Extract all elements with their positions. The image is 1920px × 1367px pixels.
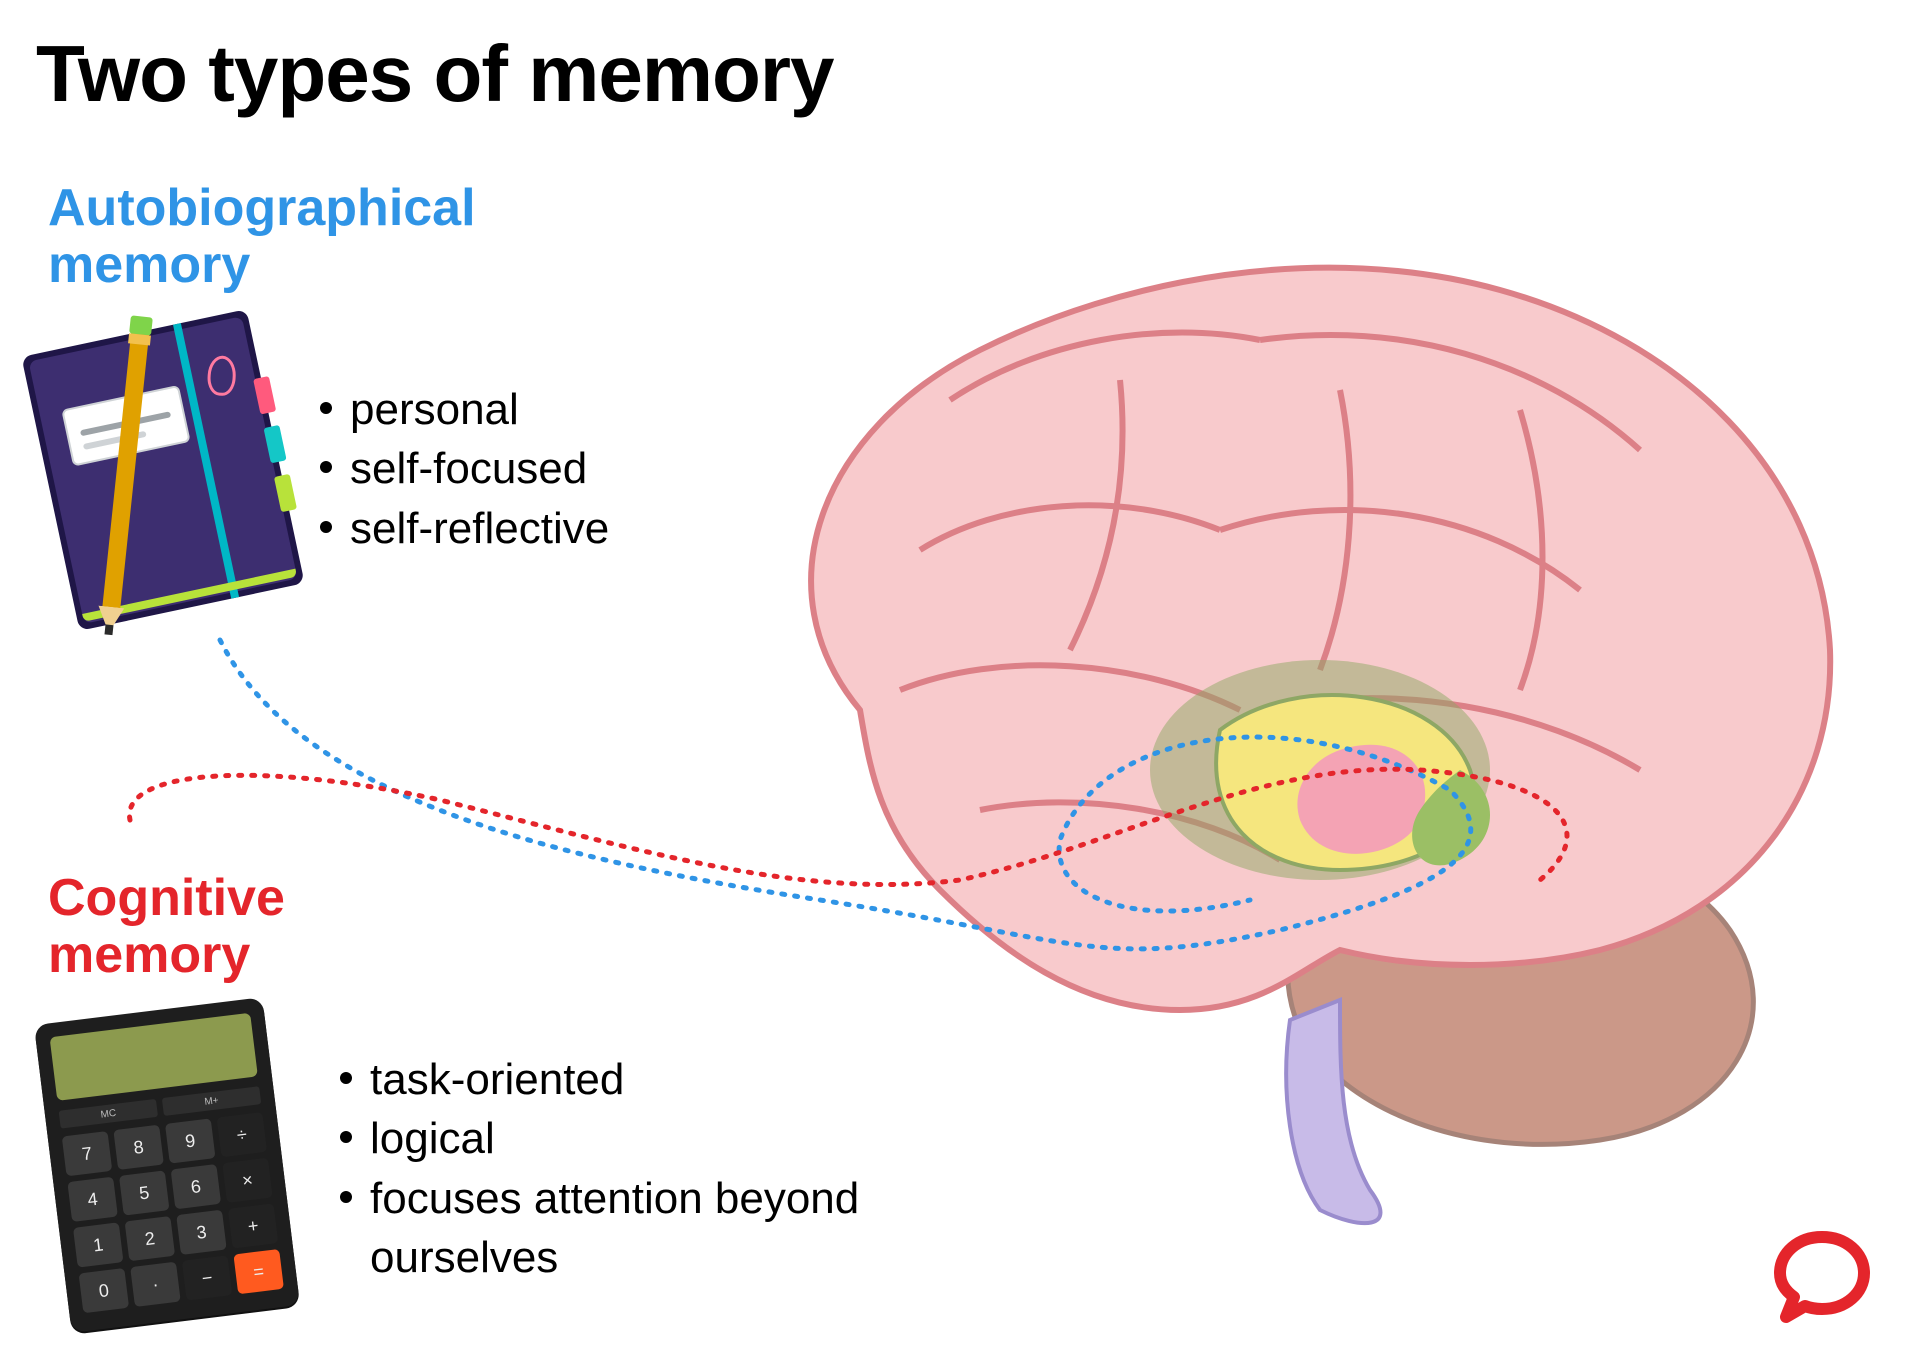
autobiographical-bullets: personal self-focused self-reflective [320,380,609,558]
calculator-screen [50,1013,258,1101]
cognitive-heading-l2: memory [48,926,250,984]
calc-key: 8 [113,1125,164,1170]
calc-key: · [130,1262,181,1307]
calc-mem-0: MC [59,1099,158,1129]
auto-bullet-1: self-focused [350,439,587,498]
calc-key: 6 [171,1164,222,1209]
cog-bullet-1: logical [370,1109,495,1168]
calc-key: = [233,1249,284,1294]
auto-bullet-0: personal [350,380,519,439]
calc-key: 9 [165,1118,216,1163]
calc-key: 5 [119,1170,170,1215]
brand-logo-icon [1772,1225,1872,1325]
cortex-shape [811,268,1830,1010]
calc-key: + [228,1203,279,1248]
auto-bullet-2: self-reflective [350,499,609,558]
cognitive-heading-l1: Cognitive [48,869,285,927]
calc-key: 3 [176,1210,227,1255]
calculator-keys: 789÷ 456× 123+0·−= [62,1112,284,1313]
infographic-canvas: Two types of memory Autobiographical mem… [0,0,1920,1367]
calc-key: − [182,1255,233,1300]
calc-key: 7 [62,1131,113,1176]
calc-key: × [222,1158,273,1203]
cognitive-heading: Cognitive memory [48,870,285,984]
calc-key: 0 [79,1268,130,1313]
calc-key: 1 [73,1222,124,1267]
calc-key: 4 [67,1177,118,1222]
calc-mem-1: M+ [162,1086,261,1116]
calculator-icon: MC M+ 789÷ 456× 123+0·−= [34,997,300,1333]
cog-bullet-0: task-oriented [370,1050,624,1109]
autobiographical-heading-l2: memory [48,236,250,294]
brain-illustration [700,230,1880,1230]
limbic-system [1150,660,1490,880]
autobiographical-heading-l1: Autobiographical [48,179,476,237]
notebook-icon [21,309,304,631]
autobiographical-heading: Autobiographical memory [48,180,476,294]
calc-key: ÷ [217,1112,268,1157]
calc-key: 2 [125,1216,176,1261]
page-title: Two types of memory [36,28,833,120]
